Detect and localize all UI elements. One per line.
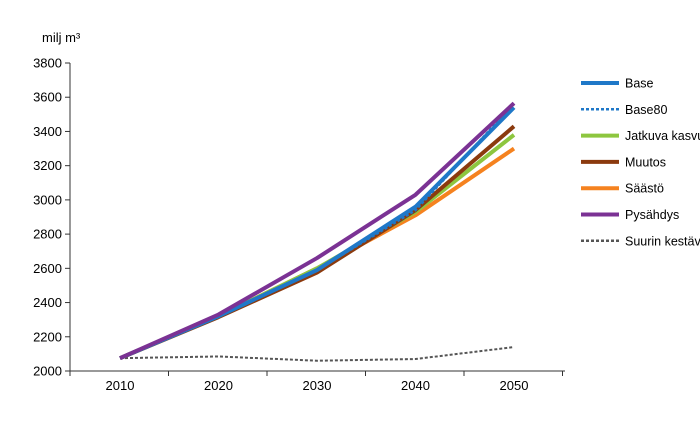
x-tick-label: 2010	[106, 378, 135, 393]
y-axis-unit-label: milj m³	[42, 30, 81, 45]
series-lines	[119, 101, 516, 362]
y-tick-label: 3800	[33, 56, 62, 71]
series-line-base80	[119, 103, 515, 360]
x-tick-label: 2040	[401, 378, 430, 393]
x-tick-label: 2030	[303, 378, 332, 393]
y-tick-label: 3400	[33, 124, 62, 139]
legend-label: Base80	[625, 103, 667, 117]
legend-label: Jatkuva kasvu	[625, 129, 700, 143]
y-axis-ticks: 2000 2200 2400 2600 2800 3000 3200 3400 3600 3800	[33, 56, 70, 379]
legend-label: Muutos	[625, 155, 666, 169]
series-line-suurin-kestävä-hakkuumäärä	[119, 346, 515, 362]
y-tick-label: 2800	[33, 227, 62, 242]
y-tick-label: 3000	[33, 192, 62, 207]
legend: Base Base80 Jatkuva kasvu Muutos Säästö Pysäh…	[581, 77, 700, 248]
legend-label: Suurin kestävä hakkuumäärä	[625, 234, 700, 248]
y-tick-label: 3600	[33, 90, 62, 105]
x-tick-label: 2050	[500, 378, 529, 393]
legend-label: Säästö	[625, 182, 664, 196]
y-tick-label: 2600	[33, 261, 62, 276]
y-tick-label: 2000	[33, 364, 62, 379]
y-tick-label: 2400	[33, 295, 62, 310]
legend-label: Base	[625, 77, 654, 91]
y-tick-label: 2200	[33, 329, 62, 344]
series-line-muutos	[119, 124, 516, 361]
legend-label: Pysähdys	[625, 208, 679, 222]
x-tick-label: 2020	[204, 378, 233, 393]
y-tick-label: 3200	[33, 158, 62, 173]
x-axis-ticks: 2010 2020 2030 2040 2050	[69, 371, 563, 393]
series-line-pysähdys	[119, 101, 516, 360]
series-line-base	[119, 106, 516, 361]
